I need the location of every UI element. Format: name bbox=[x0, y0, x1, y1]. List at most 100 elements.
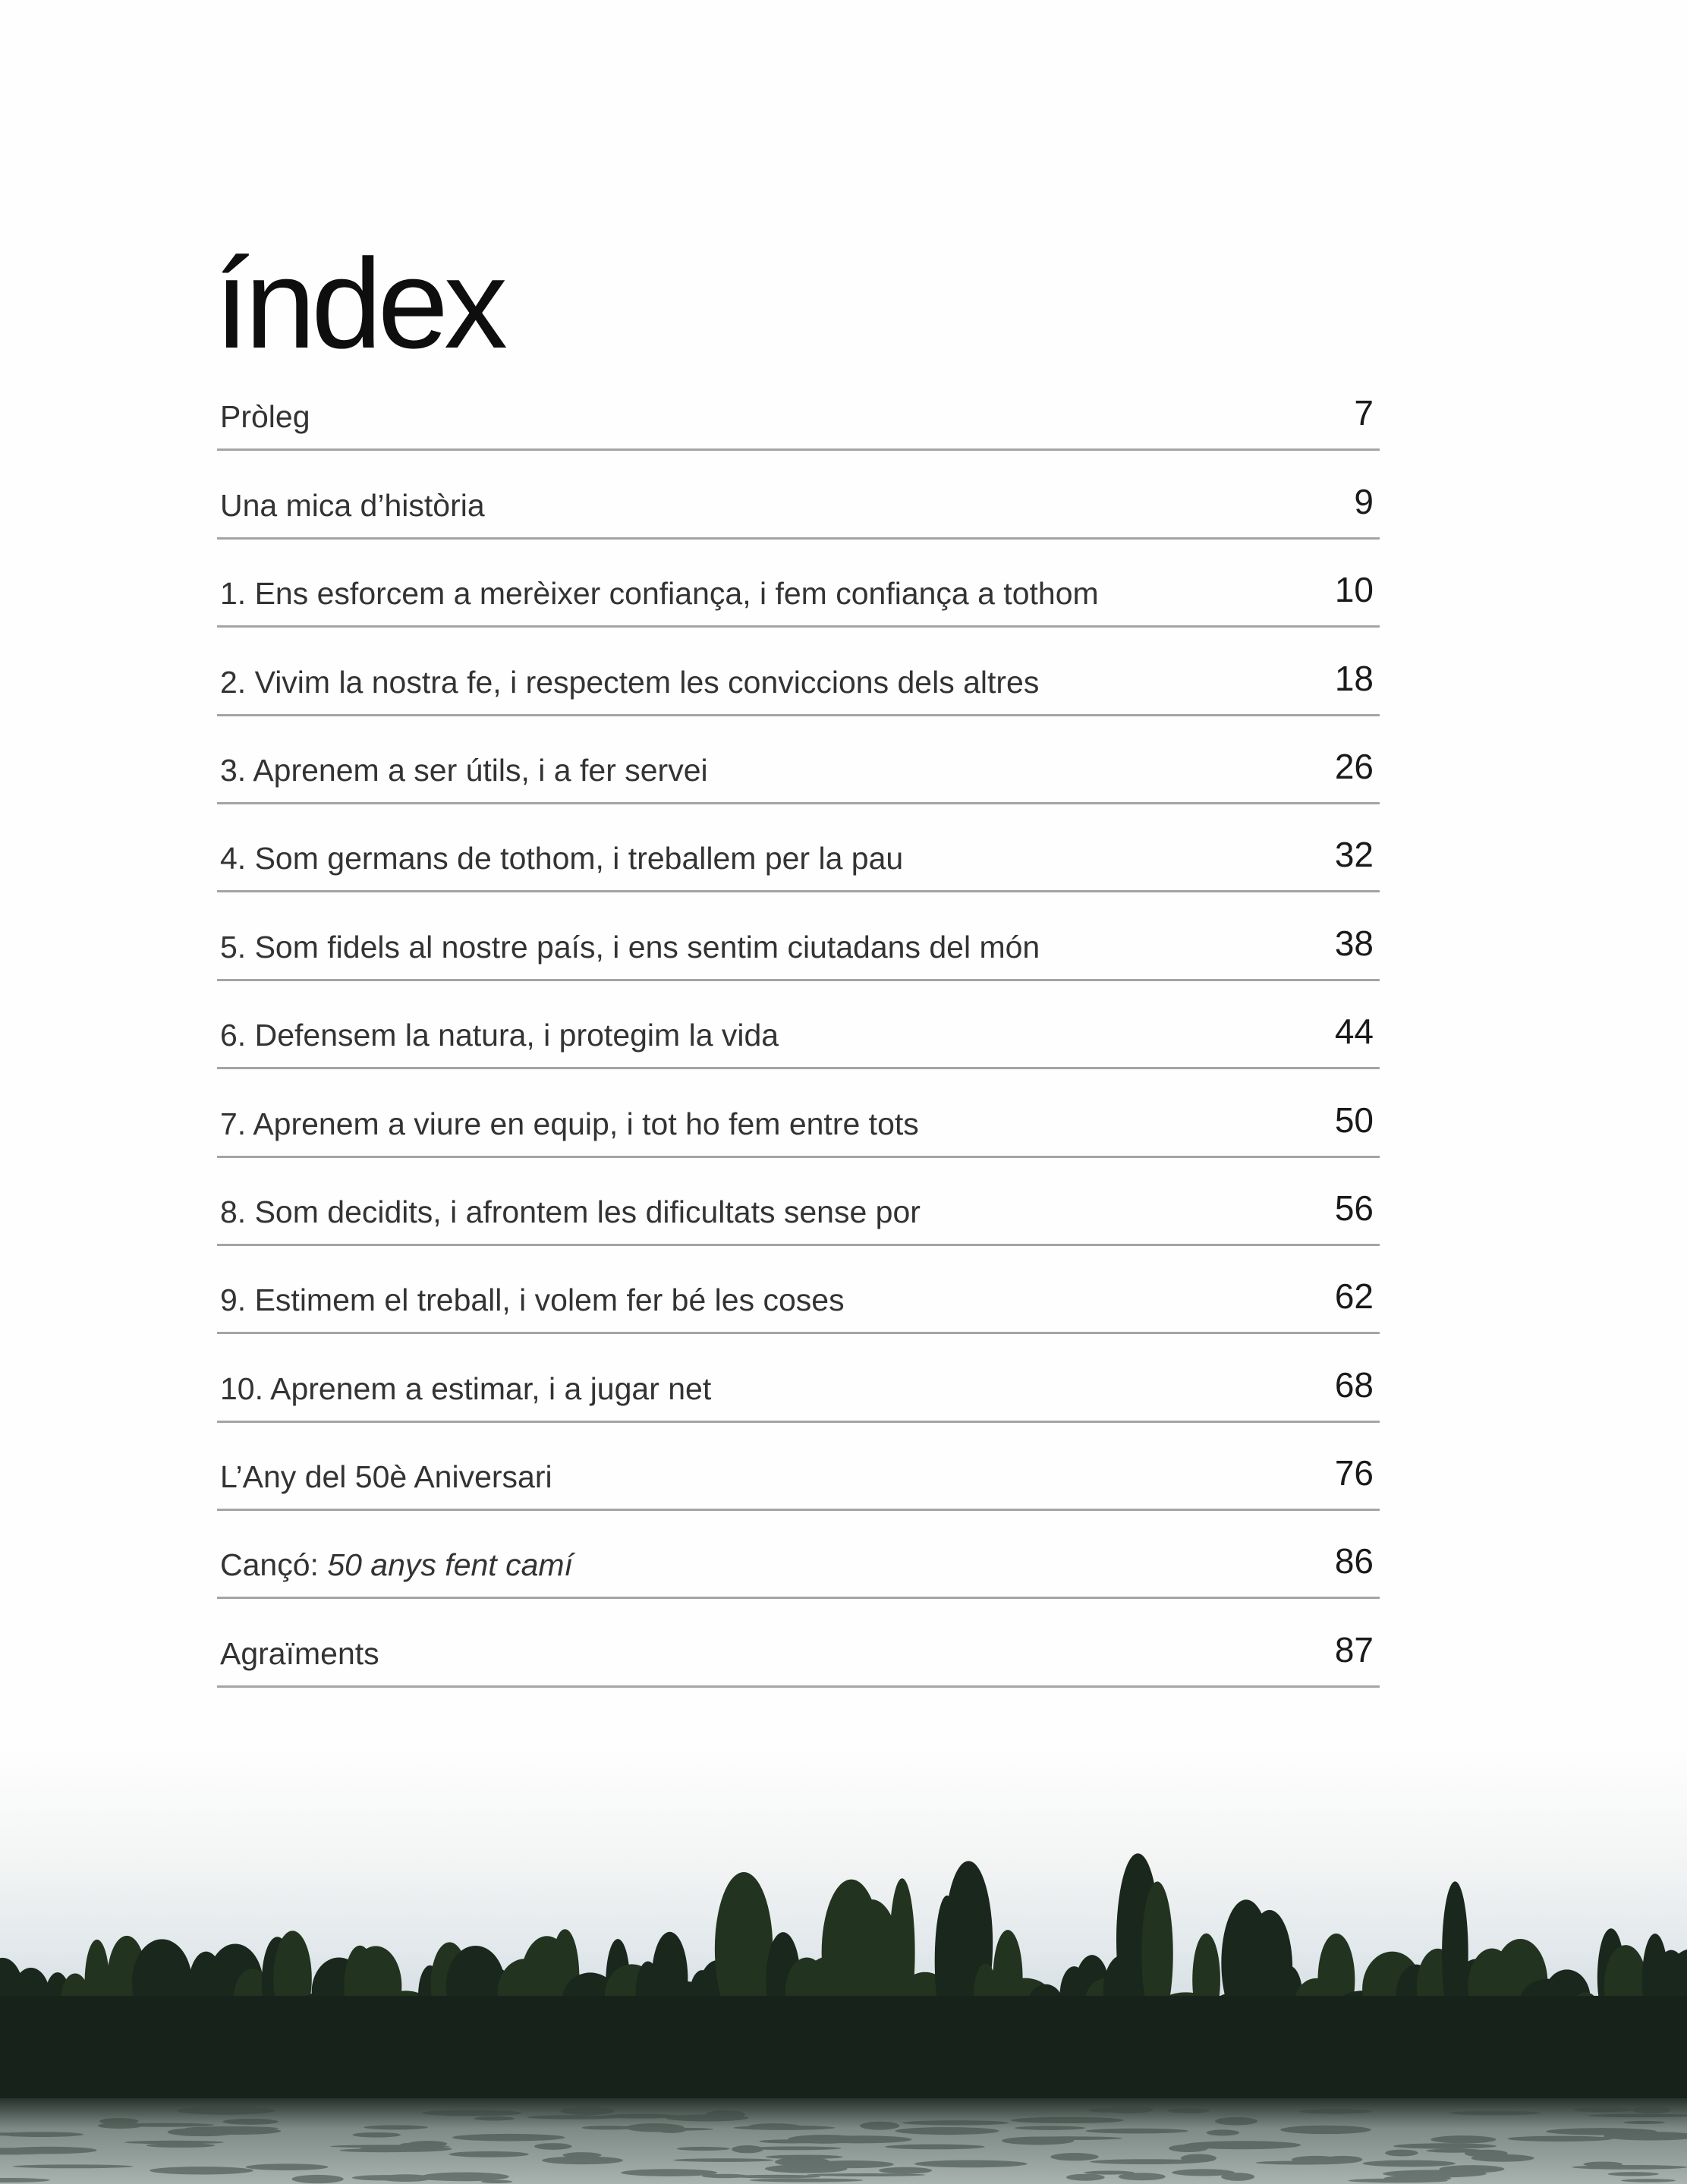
tree bbox=[843, 1899, 901, 2026]
ripple bbox=[421, 2110, 522, 2116]
ripple bbox=[673, 2158, 774, 2162]
ripple bbox=[1172, 2169, 1235, 2176]
toc-entry-label: 1. Ens esforcem a merèixer confiança, i … bbox=[220, 576, 1099, 612]
ripple bbox=[807, 2173, 926, 2176]
ripple bbox=[1385, 2149, 1418, 2157]
ripple bbox=[1206, 2129, 1240, 2136]
ripple bbox=[1084, 2170, 1135, 2175]
toc-entry-label: Cançó: 50 anys fent camí bbox=[220, 1547, 573, 1583]
toc-entry[interactable]: 1. Ens esforcem a merèixer confiança, i … bbox=[217, 540, 1380, 628]
ripple bbox=[449, 2151, 529, 2157]
toc-entry[interactable]: L’Any del 50è Aniversari 76 bbox=[217, 1423, 1380, 1512]
ripple bbox=[1066, 2173, 1105, 2181]
ripple bbox=[749, 2146, 842, 2151]
toc-entry[interactable]: 6. Defensem la natura, i protegim la vid… bbox=[217, 981, 1380, 1070]
toc-entry-label: 8. Som decidits, i afrontem les dificult… bbox=[220, 1194, 921, 1229]
ripple bbox=[1050, 2153, 1099, 2161]
ripple bbox=[1085, 2128, 1189, 2134]
ripple bbox=[423, 2176, 494, 2181]
toc-entry-label-title: 50 anys fent camí bbox=[327, 1547, 573, 1583]
ripple bbox=[1383, 2170, 1487, 2178]
toc-entry[interactable]: Agraïments 87 bbox=[217, 1599, 1380, 1688]
toc-entry[interactable]: Cançó: 50 anys fent camí 86 bbox=[217, 1511, 1380, 1600]
toc-entry-page: 38 bbox=[1334, 923, 1374, 963]
ripple bbox=[352, 2132, 401, 2138]
ripple bbox=[878, 2167, 933, 2174]
tree bbox=[1141, 1881, 1173, 2026]
ripple bbox=[1183, 2141, 1301, 2150]
toc-entry[interactable]: 2. Vivim la nostra fe, i respectem les c… bbox=[217, 628, 1380, 716]
ripple bbox=[0, 2132, 67, 2136]
ripple bbox=[527, 2115, 620, 2119]
ripple bbox=[0, 2177, 50, 2182]
ripple bbox=[1507, 2135, 1613, 2142]
toc-entry-label-prefix: Cançó: bbox=[220, 1547, 328, 1583]
ripple bbox=[1621, 2179, 1676, 2182]
ripple bbox=[1167, 2108, 1210, 2113]
ripple bbox=[705, 2110, 745, 2119]
ripple bbox=[291, 2174, 344, 2184]
ripple bbox=[602, 2113, 681, 2119]
ripple bbox=[146, 2143, 216, 2148]
toc-entry[interactable]: 10. Aprenem a estimar, i a jugar net 68 bbox=[217, 1334, 1380, 1423]
ripple bbox=[0, 2148, 59, 2155]
toc-entry-label: L’Any del 50è Aniversari bbox=[220, 1459, 552, 1495]
ripple bbox=[1028, 2117, 1062, 2123]
ripple bbox=[480, 2179, 513, 2183]
ripple bbox=[1430, 2135, 1497, 2144]
toc-entry-page: 50 bbox=[1334, 1100, 1374, 1140]
ripple bbox=[1362, 2160, 1456, 2167]
ripple bbox=[542, 2156, 624, 2165]
ripple bbox=[1583, 2161, 1622, 2167]
toc-entry-page: 86 bbox=[1334, 1541, 1374, 1581]
ripple bbox=[176, 2106, 275, 2115]
ripple bbox=[185, 2126, 279, 2131]
toc-entry[interactable]: 9. Estimem el treball, i volem fer bé le… bbox=[217, 1246, 1380, 1335]
ripple bbox=[1015, 2136, 1122, 2141]
ripple bbox=[1603, 2132, 1687, 2141]
ripple bbox=[245, 2164, 329, 2170]
toc-entry[interactable]: 4. Som germans de tothom, i treballem pe… bbox=[217, 804, 1380, 893]
toc-entry[interactable]: 7. Aprenem a viure en equip, i tot ho fe… bbox=[217, 1069, 1380, 1158]
toc-entry-page: 10 bbox=[1334, 570, 1374, 610]
ripple bbox=[1572, 2107, 1632, 2113]
ripple bbox=[581, 2126, 634, 2130]
ripple bbox=[149, 2167, 253, 2175]
toc-entry-label: 4. Som germans de tothom, i treballem pe… bbox=[220, 841, 904, 876]
ripple bbox=[329, 2145, 451, 2148]
ripple bbox=[12, 2164, 134, 2169]
ripple bbox=[765, 2154, 843, 2160]
ripple bbox=[1255, 2160, 1349, 2165]
toc-entry-label: 5. Som fidels al nostre país, i ens sent… bbox=[220, 929, 1040, 965]
ripple bbox=[452, 2133, 565, 2142]
toc-entry[interactable]: 3. Aprenem a ser útils, i a fer servei 26 bbox=[217, 716, 1380, 804]
ripple bbox=[914, 2160, 1028, 2168]
ripple bbox=[534, 2143, 572, 2150]
toc-entry[interactable]: Pròleg 7 bbox=[217, 363, 1380, 452]
ripple bbox=[788, 2135, 861, 2144]
ripple bbox=[629, 2127, 714, 2131]
toc-entry[interactable]: 8. Som decidits, i afrontem les dificult… bbox=[217, 1158, 1380, 1246]
toc-entry-page: 7 bbox=[1354, 393, 1374, 433]
ripple bbox=[775, 2157, 830, 2167]
ripple bbox=[474, 2116, 515, 2121]
ripple bbox=[352, 2175, 415, 2181]
ripple bbox=[730, 2174, 821, 2179]
ripple bbox=[1104, 2106, 1154, 2113]
ripple bbox=[732, 2145, 764, 2154]
toc-entry-label: 10. Aprenem a estimar, i a jugar net bbox=[220, 1371, 712, 1406]
toc-entry[interactable]: Una mica d’història 9 bbox=[217, 451, 1380, 540]
ripple bbox=[364, 2125, 428, 2130]
ripple bbox=[1607, 2172, 1659, 2176]
ripple bbox=[748, 2123, 800, 2129]
ripple bbox=[1014, 2126, 1086, 2130]
toc-entry-label: 9. Estimem el treball, i volem fer bé le… bbox=[220, 1282, 845, 1318]
toc-entry-page: 44 bbox=[1334, 1012, 1374, 1052]
page-title: índex bbox=[214, 232, 508, 375]
ripple bbox=[676, 2146, 730, 2151]
toc-entry-label: 2. Vivim la nostra fe, i respectem les c… bbox=[220, 664, 1040, 700]
ripple bbox=[1588, 2113, 1687, 2118]
toc-entry-page: 56 bbox=[1334, 1188, 1374, 1228]
toc-entry[interactable]: 5. Som fidels al nostre país, i ens sent… bbox=[217, 892, 1380, 981]
toc-entry-page: 26 bbox=[1334, 746, 1374, 786]
